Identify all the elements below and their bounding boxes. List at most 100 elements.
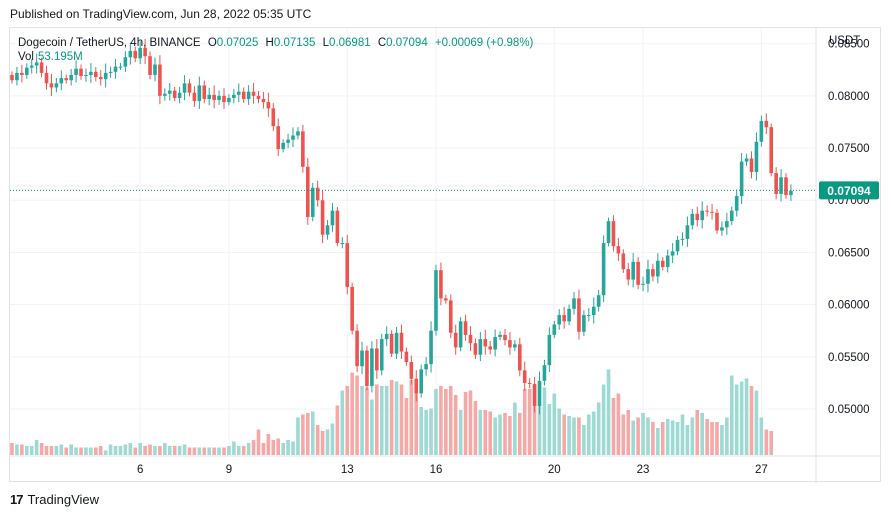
volume-bar — [424, 410, 428, 455]
volume-bar — [15, 444, 19, 455]
candle-body — [29, 65, 34, 68]
volume-bar — [360, 386, 364, 455]
volume-bar — [700, 413, 704, 455]
candle-body — [133, 50, 138, 59]
volume-bar — [444, 389, 448, 455]
volume-bar — [582, 425, 586, 455]
close-label: C — [377, 37, 387, 49]
candle-body — [256, 95, 261, 99]
candle-body — [276, 126, 281, 150]
candle-body — [370, 348, 374, 387]
candle-body — [444, 298, 448, 301]
candle-body — [118, 66, 123, 68]
volume-bar — [656, 428, 660, 455]
candle-body — [222, 95, 226, 103]
candle-body — [217, 95, 221, 101]
volume-bar — [192, 447, 197, 455]
volume-bar — [503, 413, 507, 455]
candle-body — [503, 334, 507, 341]
symbol-title[interactable]: Dogecoin / TetherUS, 4h, BINANCE — [18, 37, 201, 49]
candle-body — [24, 67, 29, 75]
high-value: 0.07135 — [273, 37, 316, 49]
brand-name[interactable]: TradingView — [27, 492, 100, 507]
volume-bar — [379, 386, 384, 455]
candle-body — [128, 50, 133, 58]
volume-bar — [754, 390, 759, 455]
volume-bar — [483, 410, 488, 455]
volume-bar — [370, 399, 374, 455]
volume-bar — [118, 446, 123, 455]
candle-body — [710, 211, 714, 213]
candle-body — [547, 334, 552, 366]
volume-bar — [315, 425, 320, 455]
candle-body — [335, 210, 340, 244]
volume-bar — [591, 411, 596, 455]
candle-body — [725, 221, 729, 228]
volume-bar — [325, 429, 330, 455]
candle-body — [350, 286, 354, 331]
candle-body — [94, 71, 98, 78]
candle-body — [167, 90, 172, 94]
candle-body — [39, 62, 44, 73]
volume-bar — [103, 450, 108, 455]
candle-body — [577, 298, 581, 332]
low-label: L — [322, 37, 330, 49]
candle-body — [281, 142, 285, 150]
legend: Dogecoin / TetherUS, 4h, BINANCE O0.0702… — [18, 35, 533, 51]
volume-bar — [739, 381, 744, 455]
candle-body — [641, 283, 645, 285]
volume-bar — [513, 402, 517, 455]
candle-body — [246, 91, 251, 99]
candle-body — [779, 177, 783, 194]
candle-body — [439, 270, 443, 299]
x-tick-label: 9 — [226, 464, 232, 476]
volume-bar — [34, 440, 39, 455]
candle-body — [656, 260, 660, 277]
candle-body — [749, 158, 754, 173]
candle-body — [473, 343, 478, 355]
volume-bar — [69, 444, 73, 455]
candle-body — [123, 57, 128, 67]
candle-body — [375, 348, 379, 371]
chart-pane[interactable]: 0.08500 0.08000 0.07500 0.07000 0.06500 0.060… — [9, 27, 882, 483]
volume-bar — [744, 378, 749, 455]
volume-bar — [448, 386, 453, 455]
candle-body — [478, 339, 483, 355]
y-tick-label: 0.07500 — [828, 143, 870, 155]
volume-bar — [616, 393, 621, 455]
volume-bar — [572, 417, 576, 455]
volume-bar — [710, 422, 714, 455]
volume-bar — [345, 386, 350, 455]
volume-bar — [601, 384, 606, 455]
volume-bar — [108, 444, 113, 455]
volume-bar — [641, 413, 645, 455]
candle-body — [468, 334, 473, 344]
volume-bar — [222, 447, 226, 455]
x-tick-label: 6 — [137, 464, 143, 476]
candlestick-chart[interactable]: 0.085000.080000.075000.070000.065000.060… — [10, 28, 882, 483]
volume-bar — [488, 411, 493, 455]
volume-bar — [611, 398, 616, 455]
volume-bar — [286, 440, 290, 455]
volume-bar — [54, 446, 59, 455]
volume-bar — [39, 443, 44, 455]
candle-body — [567, 308, 571, 322]
candle-body — [325, 225, 330, 235]
volume-bar — [172, 446, 177, 455]
y-tick-label: 0.08000 — [828, 91, 870, 103]
candle-body — [463, 321, 468, 335]
candle-body — [138, 47, 142, 59]
volume-bar — [256, 429, 261, 455]
volume-bar — [330, 423, 335, 455]
volume-bar — [606, 369, 611, 455]
volume-bar — [690, 417, 695, 455]
candle-body — [789, 190, 793, 196]
volume-bar — [665, 419, 670, 455]
candle-body — [774, 173, 778, 194]
candle-body — [429, 330, 433, 365]
candle-body — [49, 83, 54, 88]
volume-bar — [158, 446, 162, 455]
currency-label: USDT — [829, 35, 861, 47]
tradingview-logo[interactable]: 17 — [10, 492, 24, 507]
candle-body — [355, 330, 359, 367]
